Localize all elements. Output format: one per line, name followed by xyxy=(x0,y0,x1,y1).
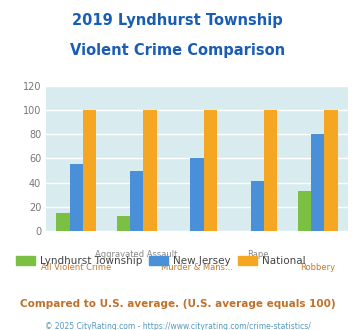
Bar xyxy=(56,213,70,231)
Text: Violent Crime Comparison: Violent Crime Comparison xyxy=(70,43,285,58)
Bar xyxy=(190,158,204,231)
Bar xyxy=(83,110,96,231)
Bar xyxy=(298,191,311,231)
Text: All Violent Crime: All Violent Crime xyxy=(41,263,111,272)
Bar xyxy=(204,110,217,231)
Text: Aggravated Assault: Aggravated Assault xyxy=(95,250,178,259)
Bar xyxy=(117,216,130,231)
Bar xyxy=(70,164,83,231)
Bar xyxy=(311,134,324,231)
Bar xyxy=(143,110,157,231)
Text: 2019 Lyndhurst Township: 2019 Lyndhurst Township xyxy=(72,13,283,28)
Text: Murder & Mans...: Murder & Mans... xyxy=(161,263,233,272)
Bar xyxy=(324,110,338,231)
Bar xyxy=(264,110,277,231)
Text: Compared to U.S. average. (U.S. average equals 100): Compared to U.S. average. (U.S. average … xyxy=(20,299,335,309)
Text: © 2025 CityRating.com - https://www.cityrating.com/crime-statistics/: © 2025 CityRating.com - https://www.city… xyxy=(45,322,310,330)
Bar xyxy=(251,182,264,231)
Text: Rape: Rape xyxy=(247,250,268,259)
Bar xyxy=(130,171,143,231)
Text: Robbery: Robbery xyxy=(300,263,335,272)
Legend: Lyndhurst Township, New Jersey, National: Lyndhurst Township, New Jersey, National xyxy=(16,256,306,266)
